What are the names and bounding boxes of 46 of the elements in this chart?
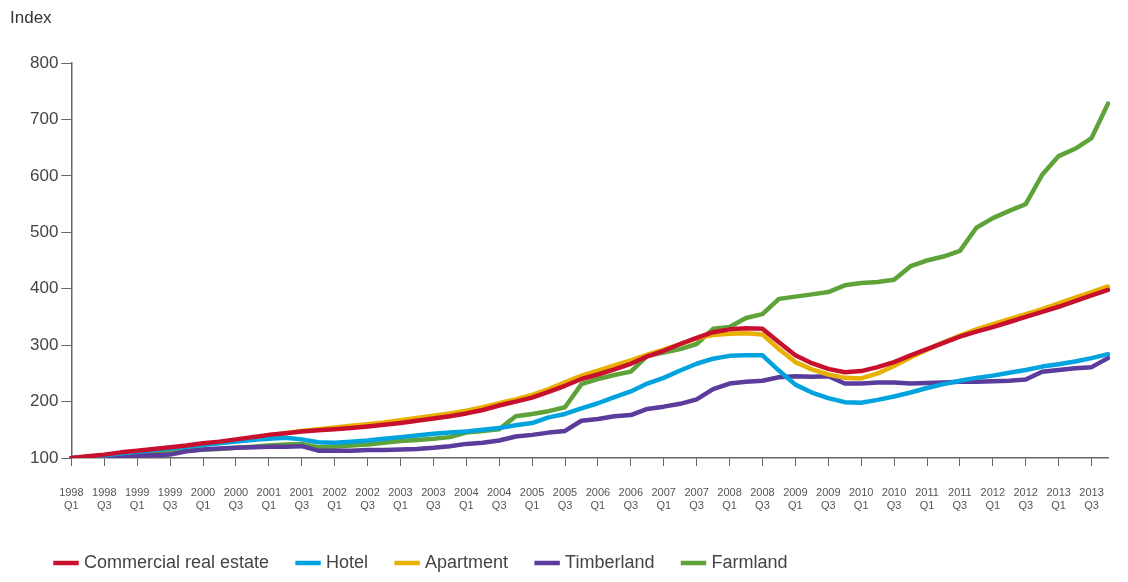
- x-tick-label: 2010 Q1: [848, 485, 874, 511]
- x-tick-label: 2007 Q3: [684, 485, 709, 511]
- x-tick-label: 2009 Q1: [783, 485, 808, 511]
- x-tick-label: 2013 Q1: [1046, 485, 1071, 511]
- x-tick-label: 2010 Q3: [881, 485, 907, 511]
- x-tick-label: 1998 Q1: [59, 485, 84, 511]
- x-tick-label: 2004 Q3: [486, 485, 512, 511]
- x-tick-label: 2006 Q1: [585, 485, 611, 511]
- x-tick-label: 2012 Q1: [980, 485, 1006, 511]
- y-tick-label: 100: [29, 447, 59, 467]
- y-tick-label: 700: [29, 109, 59, 129]
- y-tick-label: 600: [29, 165, 59, 185]
- x-tick-label: 2007 Q1: [651, 485, 676, 511]
- x-tick-label: 2012 Q3: [1013, 485, 1038, 511]
- x-tick-label: 2001 Q1: [256, 485, 282, 511]
- x-tick-label: 2006 Q3: [618, 485, 644, 511]
- x-tick-label: 2011 Q3: [948, 485, 972, 511]
- y-tick-label: 400: [29, 278, 59, 298]
- x-tick-label: 2000 Q1: [190, 485, 216, 511]
- x-tick-label: 1998 Q3: [92, 485, 117, 511]
- x-tick-label: 2009 Q3: [816, 485, 841, 511]
- x-tick-label: 2003 Q1: [388, 485, 413, 511]
- x-tick-label: 2005 Q3: [552, 485, 578, 511]
- x-tick-label: 2013 Q3: [1079, 485, 1104, 511]
- x-tick-label: 2003 Q3: [421, 485, 446, 511]
- x-tick-label: 2008 Q3: [750, 485, 775, 511]
- x-tick-label: 2001 Q3: [289, 485, 314, 511]
- y-tick-label: 300: [29, 334, 59, 354]
- legend-label: Commercial real estate: [84, 551, 270, 572]
- y-tick-label: 200: [29, 391, 59, 411]
- x-tick-label: 1999 Q1: [124, 485, 150, 511]
- x-tick-label: 2005 Q1: [519, 485, 545, 511]
- x-tick-label: 1999 Q3: [157, 485, 183, 511]
- legend-label: Hotel: [326, 551, 369, 572]
- y-axis-title: Index: [10, 8, 52, 28]
- x-tick-label: 2011 Q1: [915, 485, 939, 511]
- legend-label: Apartment: [425, 551, 509, 572]
- y-tick-label: 800: [29, 52, 59, 72]
- x-tick-label: 2002 Q3: [355, 485, 380, 511]
- x-tick-label: 2000 Q3: [223, 485, 249, 511]
- legend-label: Farmland: [711, 551, 788, 572]
- x-tick-label: 2002 Q1: [322, 485, 347, 511]
- y-tick-label: 500: [29, 221, 59, 241]
- x-tick-label: 2008 Q1: [717, 485, 742, 511]
- x-tick-label: 2004 Q1: [454, 485, 479, 511]
- legend-label: Timberland: [565, 551, 655, 572]
